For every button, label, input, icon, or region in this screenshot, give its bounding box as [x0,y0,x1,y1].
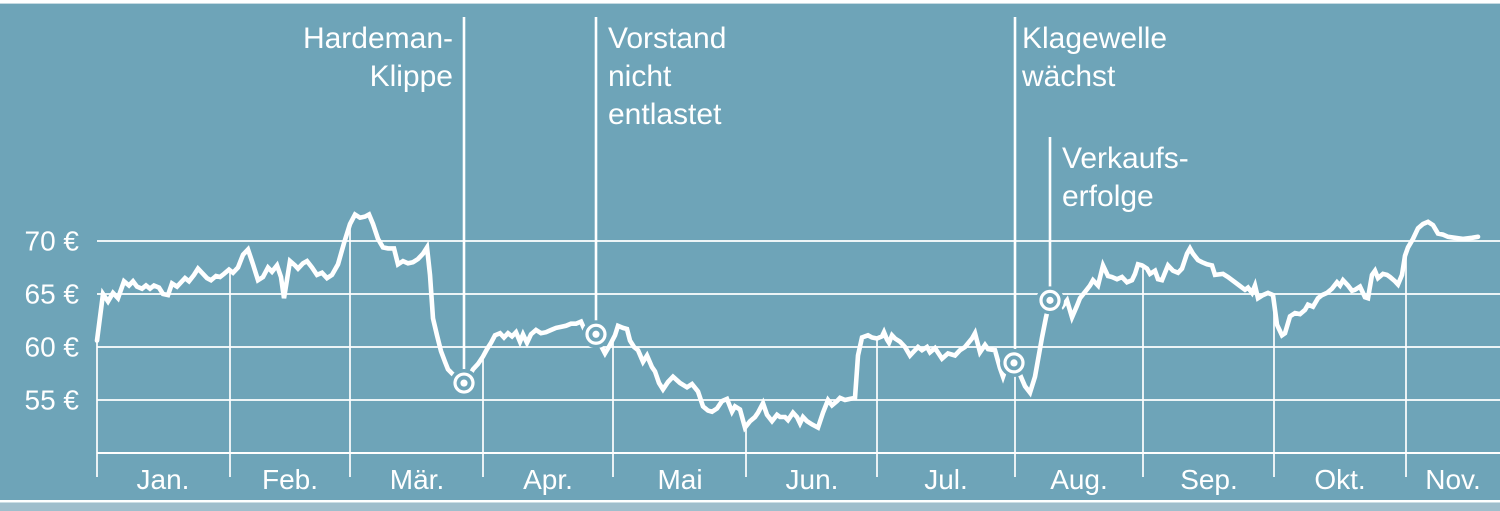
verkaufserfolge-marker-ring [1039,289,1061,311]
hardeman-klippe-label-line-1: Hardeman- [303,22,453,55]
hardeman-klippe-marker-dot [460,379,468,387]
x-axis-label-Aug: Aug. [1050,464,1108,495]
x-axis-label-Feb: Feb. [262,464,318,495]
annotation-text-layer: Hardeman- Klippe Vorstand nicht entlastet Kla… [303,22,1189,213]
y-axis-label-60: 60 € [25,332,80,363]
vorstand-nicht-entlastet-label-line-2: nicht [608,60,672,93]
klagewelle-waechst-marker-ring [1003,352,1025,374]
verkaufserfolge-label-line-1: Verkaufs- [1062,142,1189,175]
x-axis-label-Nov: Nov. [1425,464,1481,495]
y-axis-label-65: 65 € [25,279,80,310]
event-marker-layer [450,286,1064,398]
vorstand-nicht-entlastet-marker-ring [585,323,607,345]
price-line [94,211,1481,433]
x-axis-label-Jul: Jul. [924,464,968,495]
klagewelle-waechst-marker-dot [1010,359,1018,367]
x-axis-label-Apr: Apr. [523,464,573,495]
klagewelle-waechst-label-line-2: wächst [1021,60,1116,93]
x-axis-label-Okt: Okt. [1314,464,1365,495]
verkaufserfolge-marker-dot [1046,296,1054,304]
y-axis-label-55: 55 € [25,385,80,416]
hardeman-klippe-label-line-2: Klippe [370,60,453,93]
y-axis-label-70: 70 € [25,226,80,257]
vorstand-nicht-entlastet-marker-dot [592,330,600,338]
x-axis-label-Jan: Jan. [137,464,190,495]
bottom-strip [0,502,1500,511]
vorstand-nicht-entlastet-label-line-3: entlastet [608,98,722,131]
x-axis-label-Sep: Sep. [1180,464,1238,495]
annotation-line-layer [462,17,1052,384]
x-axis-label-Jun: Jun. [786,464,839,495]
vorstand-nicht-entlastet-label-line-1: Vorstand [608,22,726,55]
top-border [0,0,1500,4]
x-axis-label-Mär: Mär. [390,464,444,495]
hardeman-klippe-marker-ring [453,372,475,394]
bottom-border-line [0,500,1500,503]
grid-layer [96,224,1500,477]
klagewelle-waechst-label-line-1: Klagewelle [1022,22,1167,55]
verkaufserfolge-label-line-2: erfolge [1062,180,1154,213]
axis-label-layer: 70 € 65 € 60 € 55 € Jan. Feb. Mär. Apr. Mai Jun. J… [25,226,1481,496]
x-axis-label-Mai: Mai [657,464,702,495]
